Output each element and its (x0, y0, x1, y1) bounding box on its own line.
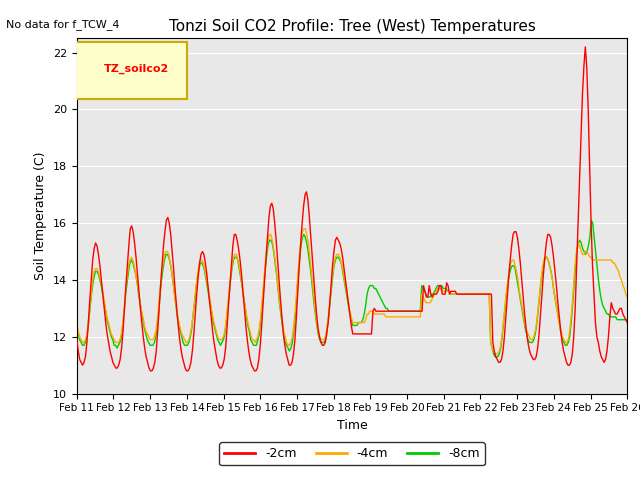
Legend: -2cm, -4cm, -8cm: -2cm, -4cm, -8cm (219, 443, 485, 466)
Title: Tonzi Soil CO2 Profile: Tree (West) Temperatures: Tonzi Soil CO2 Profile: Tree (West) Temp… (168, 20, 536, 35)
FancyBboxPatch shape (66, 42, 187, 99)
X-axis label: Time: Time (337, 419, 367, 432)
Text: TZ_soilco2: TZ_soilco2 (104, 63, 170, 74)
Text: No data for f_TCW_4: No data for f_TCW_4 (6, 19, 120, 30)
Y-axis label: Soil Temperature (C): Soil Temperature (C) (35, 152, 47, 280)
